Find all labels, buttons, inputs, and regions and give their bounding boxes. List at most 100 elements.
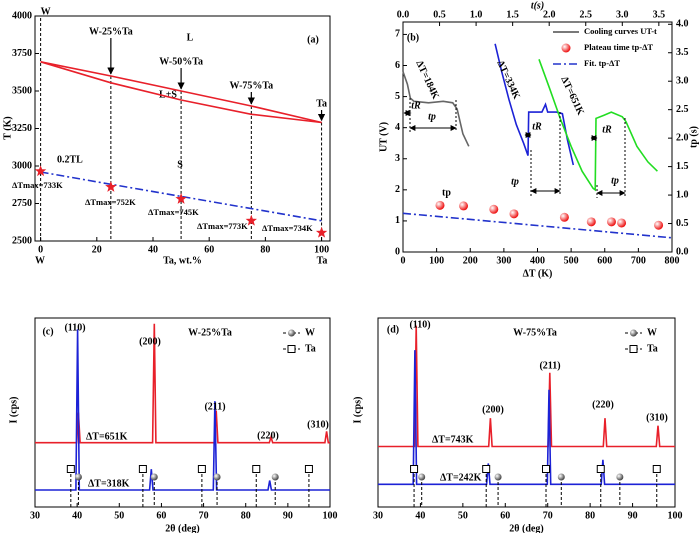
panel-label: (b) <box>407 32 419 43</box>
composition-label: W-50%Ta <box>159 56 203 67</box>
reference-marker <box>418 473 426 481</box>
y-axis-label: I (cps) <box>352 397 363 424</box>
tick-label: 2.5 <box>579 9 592 20</box>
annotation: tR <box>532 121 542 132</box>
tick-label: 4.0 <box>676 19 689 30</box>
composition-label: W <box>41 6 51 17</box>
peak-label: (200) <box>139 336 161 347</box>
peak-label: (211) <box>539 360 560 371</box>
tick-label: 600 <box>597 255 612 266</box>
sphere-point <box>435 200 445 210</box>
tick-label: 3000 <box>12 160 32 171</box>
reference-marker <box>74 473 82 481</box>
sphere-point <box>654 220 664 230</box>
tick-label: 2 <box>395 184 400 195</box>
y-axis-label: T (K) <box>2 116 13 139</box>
legend-label: Ta <box>305 343 316 354</box>
series-line <box>538 59 658 192</box>
x-axis-label: Ta, wt.% <box>163 255 202 266</box>
tick-label: 700 <box>631 255 646 266</box>
tick-label: 300 <box>496 255 511 266</box>
reference-marker <box>138 465 147 473</box>
tick-label: 3500 <box>12 85 32 96</box>
star-point <box>175 193 187 204</box>
peak-label: (310) <box>646 412 668 423</box>
reference-marker <box>150 473 158 481</box>
annotation: tp <box>511 176 519 187</box>
star-point <box>34 165 47 177</box>
tick-label: 4000 <box>12 10 32 21</box>
tick-label: 2500 <box>12 235 32 246</box>
annotation: tp <box>428 111 436 122</box>
tick-label: 0.0 <box>397 9 410 20</box>
reference-marker <box>629 345 638 353</box>
reference-marker <box>271 473 279 481</box>
tick-label: 1.0 <box>470 9 483 20</box>
tick-label: 3.0 <box>676 76 689 87</box>
panel-label: (c) <box>42 326 53 337</box>
sphere-point <box>606 217 616 227</box>
x-axis-label: 2θ (deg) <box>509 523 543 533</box>
reference-marker <box>252 465 261 473</box>
x-axis-label: ΔT (K) <box>523 268 553 279</box>
y2-axis-label: tp (s) <box>688 126 699 148</box>
y-axis-label: UT (V) <box>378 122 389 152</box>
series-line <box>494 43 575 166</box>
tick-label: 2.5 <box>676 104 689 115</box>
reference-marker <box>494 473 502 481</box>
legend-label: W <box>305 327 315 338</box>
point-label: ΔTmax=752K <box>85 197 136 207</box>
tick-label: 80 <box>241 510 251 521</box>
reference-marker <box>288 329 295 337</box>
tick-label: 4 <box>395 122 400 133</box>
reference-marker <box>596 465 605 473</box>
series-line <box>40 61 322 124</box>
tick-label: 200 <box>463 255 478 266</box>
tick-label: 2750 <box>12 198 32 209</box>
tick-label: 100 <box>429 255 444 266</box>
series-line <box>378 350 675 486</box>
tick-label: 800 <box>665 255 680 266</box>
tick-label: 70 <box>199 510 209 521</box>
tick-label: 400 <box>530 255 545 266</box>
tick-label: 90 <box>283 510 293 521</box>
tick-label: 3.5 <box>676 47 689 58</box>
legend-label: Ta <box>647 343 658 354</box>
tick-label: 3.0 <box>616 9 629 20</box>
peak-label: (220) <box>257 430 279 441</box>
tick-label: 0 <box>401 255 406 266</box>
tick-label: 70 <box>543 510 553 521</box>
tick-label: 0 <box>38 244 43 255</box>
tick-label: 50 <box>458 510 468 521</box>
series-line <box>40 61 322 124</box>
series-label: ΔT=242K <box>440 472 482 483</box>
tick-label: 1 <box>395 215 400 226</box>
series-label: ΔT=651K <box>558 75 586 117</box>
point-label: ΔTmax=734K <box>262 223 313 233</box>
peak-label: (211) <box>204 401 225 412</box>
reference-marker <box>213 473 221 481</box>
tick-label: 80 <box>585 510 595 521</box>
star-point <box>315 226 328 238</box>
legend-swatch <box>561 43 571 53</box>
tick-label: 100 <box>323 510 338 521</box>
tick-label: 1.5 <box>506 9 519 20</box>
tick-label: 90 <box>628 510 638 521</box>
tick-label: 50 <box>114 510 124 521</box>
tick-label: 7 <box>395 29 400 40</box>
reference-marker <box>616 473 624 481</box>
x-end-label: W <box>35 255 45 266</box>
series-line <box>402 212 673 239</box>
reference-marker <box>66 465 75 473</box>
sphere-point <box>509 209 519 219</box>
sphere-point <box>489 204 499 214</box>
series-line <box>378 325 675 448</box>
sphere-point <box>559 212 569 222</box>
legend-label: Cooling curves UT-t <box>584 26 657 36</box>
series-line <box>402 71 470 147</box>
panel-label: (a) <box>307 34 319 45</box>
plot-frame <box>34 317 331 508</box>
reference-marker <box>304 465 313 473</box>
tick-label: 40 <box>415 510 425 521</box>
tick-label: 30 <box>30 510 40 521</box>
